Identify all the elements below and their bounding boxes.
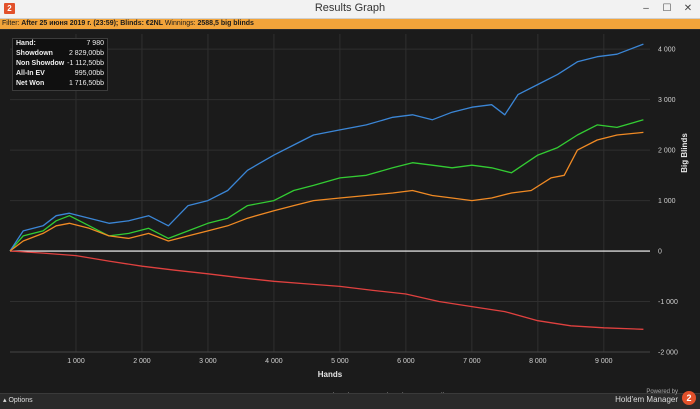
stat-label: All-In EV — [16, 70, 45, 77]
x-axis-label: Hands — [318, 370, 343, 379]
close-button[interactable]: ✕ — [683, 3, 693, 14]
stat-row-showdown: Showdown 2 829,00bb — [13, 49, 107, 59]
y-tick-label: 4 000 — [658, 47, 676, 54]
stat-value: 995,00bb — [74, 70, 104, 77]
x-tick-label: 3 000 — [199, 358, 217, 365]
maximize-button[interactable]: ☐ — [662, 3, 672, 14]
series-line-non-showdown — [9, 250, 644, 330]
x-tick-label: 1 000 — [67, 358, 85, 365]
stat-row-hands: Hand: 7 980 — [13, 39, 107, 49]
x-tick-label: 5 000 — [331, 358, 349, 365]
stat-value: -1 112,50bb — [67, 60, 104, 67]
stat-row-non-showdown: Non Showdow -1 112,50bb — [13, 59, 107, 69]
filter-text: After 25 июня 2019 г. (23:59); Blinds: €… — [21, 20, 163, 27]
caret-up-icon: ▴ — [3, 397, 7, 404]
x-tick-label: 7 000 — [463, 358, 481, 365]
winnings-label: Winnings: — [164, 20, 196, 27]
series-line-all-in-ev — [9, 131, 644, 252]
y-tick-label: 0 — [658, 249, 662, 256]
brand-name: Hold'em Manager — [615, 395, 678, 404]
series-layer — [9, 43, 644, 330]
powered-by-text: Powered by — [646, 389, 678, 395]
bottom-bar: ▴ Options Powered by Hold'em Manager 2 — [0, 389, 700, 409]
hm-logo-icon: 2 — [682, 391, 696, 405]
x-tick-label: 2 000 — [133, 358, 151, 365]
options-button[interactable]: ▴ Options — [3, 396, 33, 404]
stat-label: Net Won — [16, 80, 45, 87]
stat-value: 1 716,50bb — [68, 80, 104, 87]
stat-label: Non Showdow — [16, 60, 65, 67]
winnings-value: 2588,5 big blinds — [197, 20, 254, 27]
stat-label: Showdown — [16, 50, 53, 57]
filter-label: Filter: — [2, 20, 20, 27]
options-label: Options — [8, 397, 33, 404]
axis-layer: 1 000 2 000 3 000 4 000 5 000 6 000 7 000 8 000… — [67, 47, 678, 365]
y-tick-label: -2 000 — [658, 350, 678, 357]
window-title: Results Graph — [314, 2, 386, 14]
y-tick-label: -1 000 — [658, 299, 678, 306]
filter-bar: Filter: After 25 июня 2019 г. (23:59); B… — [0, 19, 700, 29]
stats-panel: Hand: 7 980 Showdown 2 829,00bb Non Show… — [12, 38, 108, 91]
series-line-showdown — [9, 43, 644, 252]
series-line-net-won — [9, 119, 644, 252]
x-tick-label: 6 000 — [397, 358, 415, 365]
stat-value: 2 829,00bb — [68, 50, 104, 57]
powered-by: Powered by Hold'em Manager — [615, 389, 678, 404]
y-axis-label: Big Blinds — [680, 133, 689, 173]
stat-row-net-won: Net Won 1 716,50bb — [13, 79, 107, 89]
x-tick-label: 4 000 — [265, 358, 283, 365]
stat-value: 7 980 — [86, 40, 104, 47]
window-titlebar: 2 Results Graph – ☐ ✕ — [0, 0, 700, 19]
y-tick-label: 3 000 — [658, 97, 676, 104]
app-icon: 2 — [4, 3, 15, 14]
minimize-button[interactable]: – — [643, 3, 649, 14]
chart-area — [0, 30, 700, 393]
grid — [10, 34, 650, 353]
stat-label: Hand: — [16, 40, 36, 47]
y-tick-label: 2 000 — [658, 148, 676, 155]
y-tick-label: 1 000 — [658, 198, 676, 205]
x-tick-label: 9 000 — [595, 358, 613, 365]
stat-row-all-in-ev: All-In EV 995,00bb — [13, 69, 107, 79]
x-tick-label: 8 000 — [529, 358, 547, 365]
